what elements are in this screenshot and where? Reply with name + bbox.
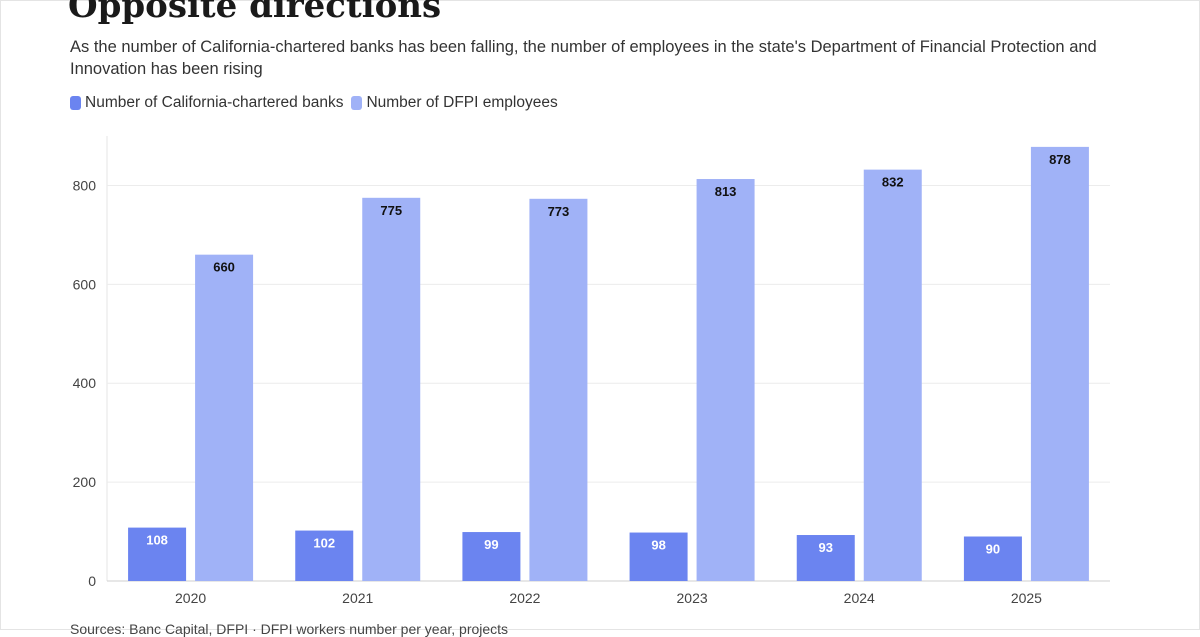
data-label-employees: 775 — [380, 203, 402, 218]
x-tick-label: 2025 — [1011, 590, 1042, 606]
legend-label-employees: Number of DFPI employees — [366, 94, 558, 111]
bar-banks — [295, 530, 354, 581]
y-tick-label: 400 — [73, 375, 97, 391]
legend-item-employees: Number of DFPI employees — [351, 94, 558, 112]
y-tick-label: 0 — [88, 573, 96, 589]
bar-banks — [963, 536, 1022, 581]
x-tick-label: 2024 — [844, 590, 875, 606]
legend-label-banks: Number of California-chartered banks — [85, 94, 344, 111]
bar-employees — [863, 169, 922, 581]
bar-banks — [629, 532, 688, 581]
y-tick-label: 200 — [73, 474, 97, 490]
x-tick-label: 2021 — [342, 590, 373, 606]
bar-banks — [462, 532, 521, 581]
bar-employees — [529, 198, 588, 582]
legend-swatch-banks — [70, 96, 81, 110]
data-label-employees: 773 — [548, 204, 570, 219]
bar-employees — [195, 254, 254, 581]
y-tick-label: 600 — [73, 276, 97, 292]
x-tick-label: 2022 — [509, 590, 540, 606]
source-note: Sources: Banc Capital, DFPI · DFPI worke… — [70, 621, 509, 637]
legend-item-banks: Number of California-chartered banks — [70, 94, 343, 112]
bar-employees — [696, 179, 755, 581]
chart-title: Opposite directions — [68, 0, 442, 26]
bar-employees — [1030, 146, 1089, 581]
data-label-banks: 108 — [146, 533, 168, 548]
data-label-banks: 102 — [313, 536, 335, 551]
x-tick-label: 2020 — [175, 590, 206, 606]
chart-subtitle: As the number of California-chartered ba… — [70, 38, 1097, 78]
bar-employees — [362, 197, 421, 582]
data-label-banks: 98 — [651, 538, 665, 553]
x-tick-label: 2023 — [677, 590, 708, 606]
data-label-banks: 90 — [986, 542, 1000, 557]
data-label-banks: 93 — [819, 540, 833, 555]
data-label-employees: 832 — [882, 175, 904, 190]
data-label-employees: 878 — [1049, 152, 1071, 167]
bar-banks — [796, 535, 855, 581]
chart-legend: Number of California-chartered banks Num… — [70, 94, 558, 112]
data-label-employees: 813 — [715, 184, 737, 199]
data-label-employees: 660 — [213, 260, 235, 275]
y-tick-label: 800 — [73, 177, 97, 193]
data-label-banks: 99 — [484, 537, 498, 552]
legend-swatch-employees — [351, 96, 363, 110]
bar-banks — [128, 527, 187, 581]
